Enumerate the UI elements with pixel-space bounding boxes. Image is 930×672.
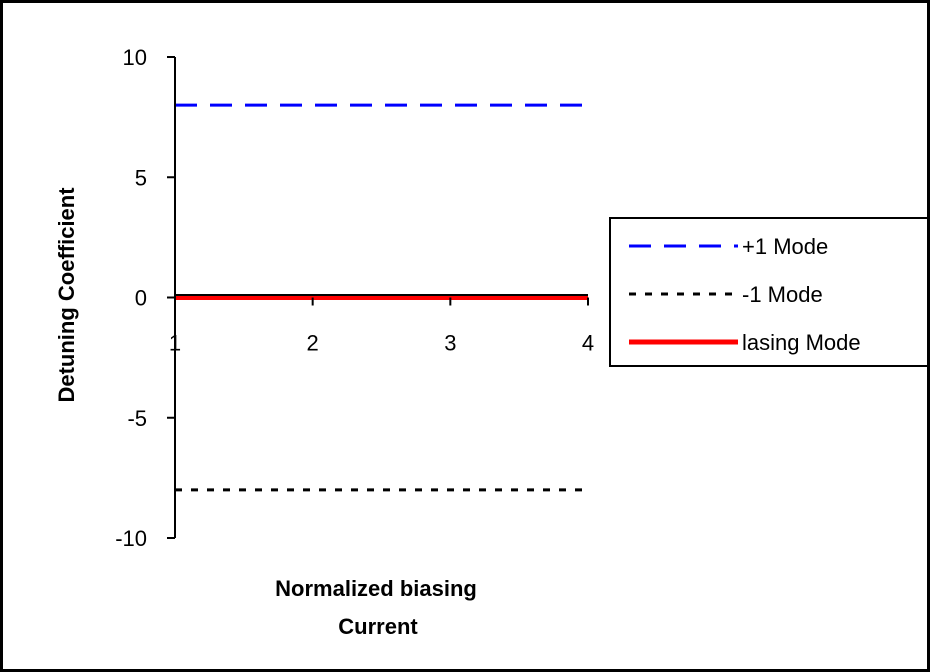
x-axis-title-line-1: Normalized biasing: [275, 576, 477, 601]
y-axis-title: Detuning Coefficient: [54, 187, 79, 403]
legend-label-0: +1 Mode: [742, 234, 828, 259]
y-ticks: 10 5 0 -5 -10: [115, 45, 175, 551]
x-axis-title-line-2: Current: [338, 614, 418, 639]
legend-label-2: lasing Mode: [742, 330, 861, 355]
legend-box: [609, 217, 929, 367]
x-tick-label: 4: [582, 331, 594, 356]
x-tick-label: 1: [169, 331, 181, 356]
legend: +1 Mode -1 Mode lasing Mode: [609, 217, 929, 367]
x-tick-label: 2: [307, 331, 319, 356]
y-tick-label: -5: [127, 406, 147, 431]
series-layer: [175, 103, 588, 492]
y-tick-label: 0: [135, 286, 147, 311]
x-tick-label: 3: [444, 331, 456, 356]
legend-label-1: -1 Mode: [742, 282, 823, 307]
y-tick-label: 10: [123, 45, 147, 70]
x-ticks: 1 2 3 4: [169, 297, 594, 356]
y-tick-label: 5: [135, 165, 147, 190]
y-tick-label: -10: [115, 526, 147, 551]
